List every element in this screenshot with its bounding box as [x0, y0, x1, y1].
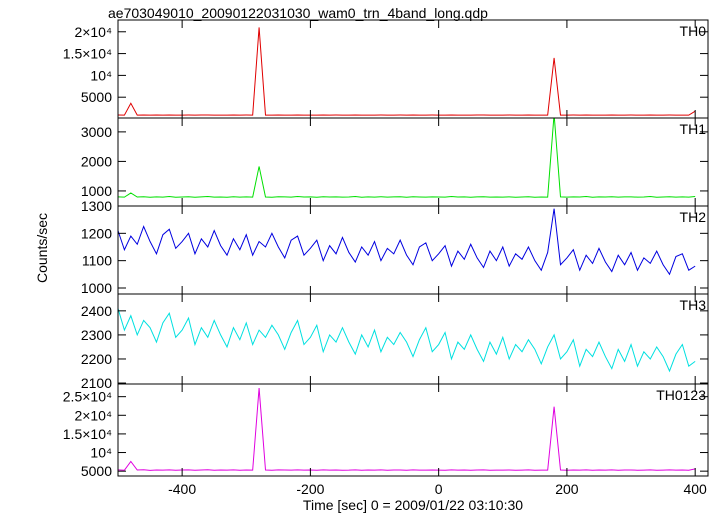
panel-label: TH2	[680, 209, 707, 225]
y-tick-label: 5000	[81, 89, 112, 105]
y-axis-label: Counts/sec	[34, 213, 50, 283]
chart-title: ae703049010_20090122031030_wam0_trn_4ban…	[108, 5, 488, 21]
x-tick-label: -400	[168, 481, 196, 497]
y-tick-label: 3000	[81, 124, 112, 140]
panel-label: TH1	[680, 121, 707, 137]
y-tick-label: 1000	[81, 280, 112, 296]
y-tick-label: 1000	[81, 183, 112, 199]
y-tick-label: 2100	[81, 375, 112, 391]
y-tick-label: 2200	[81, 351, 112, 367]
x-tick-label: -200	[296, 481, 324, 497]
y-tick-label: 10⁴	[90, 445, 112, 461]
data-line	[118, 388, 696, 471]
y-tick-label: 1.5×10⁴	[63, 426, 112, 442]
panel-label: TH0	[680, 23, 707, 39]
y-tick-label: 10⁴	[90, 67, 112, 83]
panel-frame	[117, 19, 709, 119]
y-tick-label: 1200	[81, 225, 112, 241]
panel-frame	[117, 117, 709, 207]
x-tick-label: 0	[435, 481, 443, 497]
y-tick-label: 1300	[81, 198, 112, 214]
y-tick-label: 1100	[82, 253, 112, 269]
panel-frame	[117, 383, 709, 477]
y-tick-label: 1.5×10⁴	[63, 46, 112, 62]
y-tick-label: 2.5×10⁴	[63, 389, 112, 405]
y-tick-label: 2×10⁴	[74, 407, 112, 423]
panel-label: TH0123	[656, 387, 706, 403]
y-tick-label: 2000	[81, 153, 112, 169]
panel-frame	[117, 205, 709, 295]
panel-frame	[117, 293, 709, 385]
y-tick-label: 2×10⁴	[74, 24, 112, 40]
y-tick-label: 5000	[81, 463, 112, 479]
x-tick-label: 400	[683, 481, 707, 497]
data-line	[118, 208, 696, 276]
data-line	[118, 118, 696, 198]
x-axis-label: Time [sec] 0 = 2009/01/22 03:10:30	[303, 497, 523, 513]
panel-label: TH3	[680, 297, 707, 313]
data-line	[118, 27, 696, 116]
data-line	[118, 308, 696, 373]
y-tick-label: 2300	[81, 327, 112, 343]
x-tick-label: 200	[555, 481, 579, 497]
y-tick-label: 2400	[81, 303, 112, 319]
